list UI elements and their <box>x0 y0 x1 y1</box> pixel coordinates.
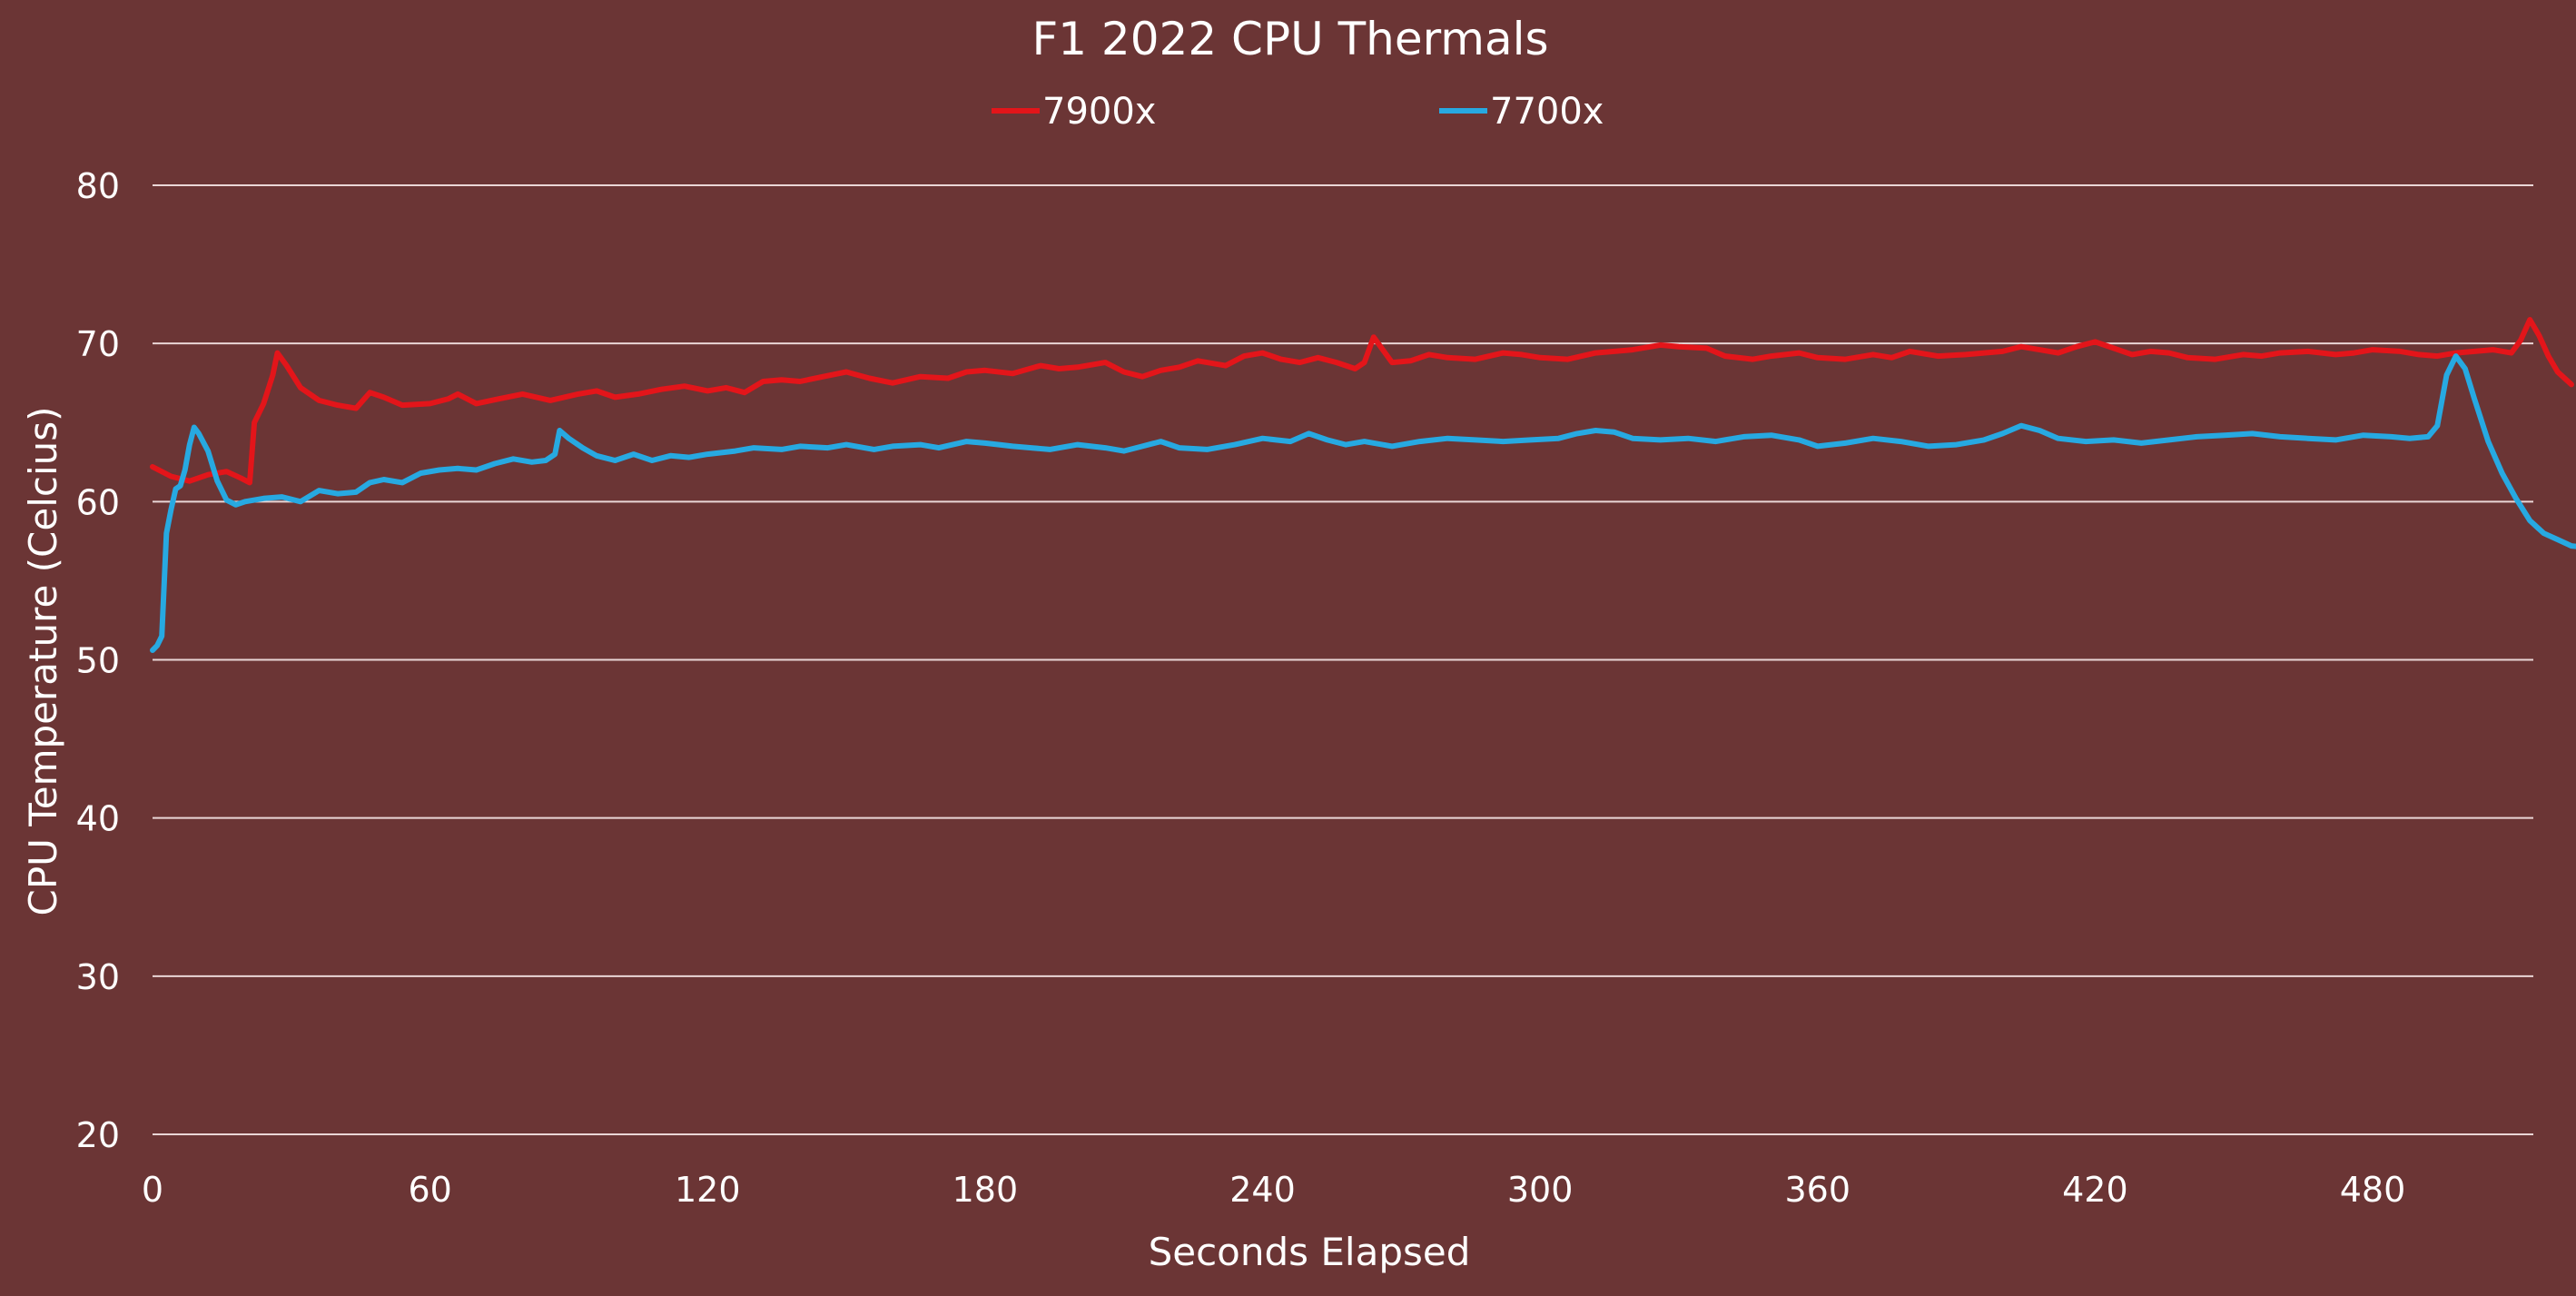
series-lines <box>150 317 2576 653</box>
chart-title: F1 2022 CPU Thermals <box>1031 13 1548 65</box>
legend-label-7700x: 7700x <box>1490 91 1604 133</box>
x-tick-label: 300 <box>1507 1170 1574 1210</box>
x-tick-label: 120 <box>675 1170 741 1210</box>
chart-legend: 7900x 7700x <box>992 91 1604 133</box>
x-tick-label: 420 <box>2062 1170 2128 1210</box>
x-tick-label: 180 <box>952 1170 1019 1210</box>
x-tick-label: 360 <box>1784 1170 1851 1210</box>
y-tick-label: 40 <box>76 799 120 839</box>
legend-label-7900x: 7900x <box>1042 91 1156 133</box>
x-tick-label: 0 <box>142 1170 163 1210</box>
x-tick-label: 480 <box>2340 1170 2406 1210</box>
x-axis-label: Seconds Elapsed <box>1149 1230 1471 1274</box>
y-tick-label: 30 <box>76 957 120 997</box>
y-tick-label: 80 <box>76 166 120 206</box>
series-line-7900x <box>150 317 2574 486</box>
y-axis-label: CPU Temperature (Celcius) <box>21 406 65 915</box>
y-axis-ticks: 20 30 40 50 60 70 80 <box>76 166 120 1155</box>
y-tick-label: 20 <box>76 1115 120 1155</box>
y-tick-label: 70 <box>76 324 120 364</box>
y-tick-label: 60 <box>76 482 120 522</box>
series-line-7700x <box>150 353 2576 653</box>
x-axis-ticks: 0 60 120 180 240 300 360 420 480 <box>142 1170 2405 1210</box>
x-tick-label: 240 <box>1229 1170 1296 1210</box>
x-tick-label: 60 <box>408 1170 451 1210</box>
y-gridlines <box>153 184 2533 1135</box>
y-tick-label: 50 <box>76 641 120 681</box>
